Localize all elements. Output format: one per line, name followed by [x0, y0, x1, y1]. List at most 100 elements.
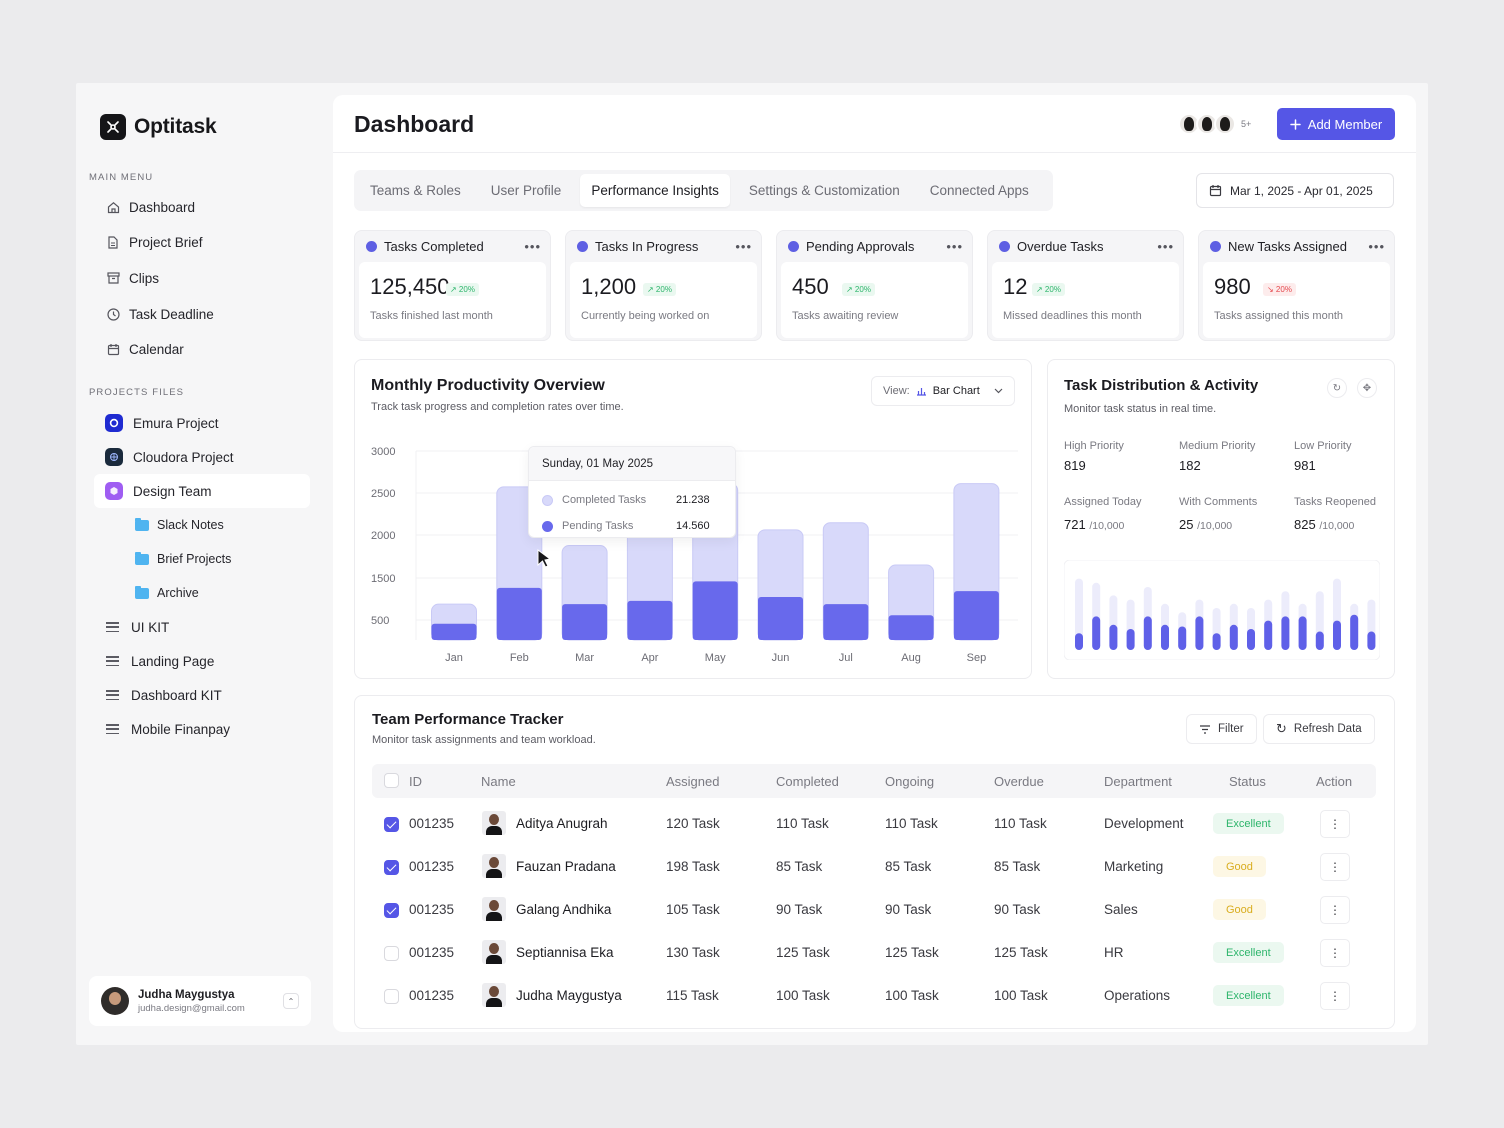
project-emura[interactable]: Emura Project — [94, 406, 310, 440]
cell-assigned: 198 Task — [666, 859, 720, 874]
stat-label: Low Priority — [1294, 440, 1352, 452]
cell-department: HR — [1104, 945, 1124, 960]
move-icon[interactable]: ✥ — [1357, 378, 1377, 398]
menu-item-project-brief[interactable]: Project Brief — [94, 226, 310, 260]
list-mobile-finanpay[interactable]: Mobile Finanpay — [94, 712, 310, 746]
cell-name: Fauzan Pradana — [516, 859, 616, 874]
tab-performance-insights[interactable]: Performance Insights — [580, 174, 730, 207]
cell-name: Judha Maygustya — [516, 988, 622, 1003]
column-header: Completed — [776, 774, 839, 789]
folder-slack-notes[interactable]: Slack Notes — [94, 508, 310, 542]
tracker-panel: Team Performance Tracker Monitor task as… — [354, 695, 1395, 1029]
more-vertical-icon[interactable]: ⋮ — [1320, 853, 1350, 881]
archive-icon — [106, 271, 120, 285]
clock-icon — [106, 307, 120, 321]
activity-bar-fg — [1092, 616, 1101, 650]
team-avatars[interactable]: 5+ — [1178, 113, 1251, 135]
more-icon[interactable]: ••• — [946, 239, 963, 254]
bar-pending — [496, 587, 542, 640]
tab-teams-roles[interactable]: Teams & Roles — [370, 183, 461, 198]
date-range-picker[interactable]: Mar 1, 2025 - Apr 01, 2025 — [1196, 173, 1394, 208]
folder-label: Archive — [157, 586, 199, 600]
kpi-subtitle: Tasks awaiting review — [792, 310, 899, 322]
view-value: Bar Chart — [932, 385, 980, 397]
list-label: Dashboard KIT — [131, 687, 222, 703]
activity-chart — [1064, 560, 1380, 660]
chevron-updown-icon[interactable]: ⌃ — [283, 993, 299, 1009]
chart-tooltip: Sunday, 01 May 2025 Completed Tasks 21.2… — [528, 446, 736, 538]
row-checkbox[interactable] — [384, 903, 399, 918]
bar-pending — [953, 591, 999, 640]
more-icon[interactable]: ••• — [1157, 239, 1174, 254]
sidebar: Optitask MAIN MENU Dashboard Project Bri… — [76, 83, 326, 1045]
project-design-team[interactable]: Design Team — [94, 474, 310, 508]
more-icon[interactable]: ••• — [735, 239, 752, 254]
menu-item-calendar[interactable]: Calendar — [94, 333, 310, 367]
home-icon — [106, 200, 120, 214]
more-vertical-icon[interactable]: ⋮ — [1320, 982, 1350, 1010]
activity-bar-fg — [1161, 624, 1169, 650]
list-label: Mobile Finanpay — [131, 721, 231, 737]
tab-connected-apps[interactable]: Connected Apps — [929, 183, 1029, 198]
kpi-dot — [999, 240, 1010, 252]
stat-value: 25 /10,000 — [1179, 517, 1233, 532]
menu-item-clips[interactable]: Clips — [94, 261, 310, 295]
activity-bar-fg — [1298, 616, 1307, 650]
menu-item-task-deadline[interactable]: Task Deadline — [94, 297, 310, 331]
table-row[interactable]: 001235 Judha Maygustya 115 Task 100 Task 100… — [372, 975, 1376, 1018]
cursor-icon — [537, 549, 552, 568]
filter-button[interactable]: Filter — [1186, 714, 1257, 744]
select-all-checkbox[interactable] — [384, 773, 399, 788]
activity-bar-fg — [1315, 631, 1324, 650]
stat-label: With Comments — [1179, 496, 1258, 508]
list-dashboard-kit[interactable]: Dashboard KIT — [94, 678, 310, 712]
more-vertical-icon[interactable]: ⋮ — [1320, 896, 1350, 924]
view-select[interactable]: View: Bar Chart — [871, 376, 1015, 406]
kpi-dot — [366, 240, 377, 252]
list-ui-kit[interactable]: UI KIT — [94, 610, 310, 644]
user-card[interactable]: Judha Maygustya judha.design@gmail.com ⌃ — [89, 976, 311, 1026]
y-tick-label: 2000 — [371, 530, 395, 542]
activity-bar-fg — [1264, 620, 1273, 650]
more-icon[interactable]: ••• — [524, 239, 541, 254]
row-checkbox[interactable] — [384, 989, 399, 1004]
tab-settings-customization[interactable]: Settings & Customization — [748, 183, 900, 198]
menu-item-dashboard[interactable]: Dashboard — [94, 190, 310, 224]
user-avatar — [101, 987, 129, 1015]
tooltip-label: Completed Tasks — [562, 494, 647, 506]
tab-user-profile[interactable]: User Profile — [490, 183, 562, 198]
refresh-data-button[interactable]: ↻ Refresh Data — [1263, 714, 1375, 744]
folder-archive[interactable]: Archive — [94, 576, 310, 610]
list-landing-page[interactable]: Landing Page — [94, 644, 310, 678]
table-row[interactable]: 001235 Galang Andhika 105 Task 90 Task 90 Ta… — [372, 889, 1376, 932]
main-menu: Dashboard Project Brief Clips Task Deadl… — [94, 190, 310, 368]
row-checkbox[interactable] — [384, 817, 399, 832]
x-tick-label: Jan — [445, 652, 463, 664]
more-vertical-icon[interactable]: ⋮ — [1320, 939, 1350, 967]
table-row[interactable]: 001235 Aditya Anugrah 120 Task 110 Task 110 … — [372, 803, 1376, 846]
more-vertical-icon[interactable]: ⋮ — [1320, 810, 1350, 838]
add-member-button[interactable]: Add Member — [1277, 108, 1395, 140]
cell-completed: 90 Task — [776, 902, 823, 917]
kpi-card: Pending Approvals ••• 450 ↗ 20% Tasks aw… — [776, 230, 973, 341]
cell-ongoing: 100 Task — [885, 988, 939, 1003]
add-member-label: Add Member — [1307, 116, 1383, 132]
app-logo[interactable]: Optitask — [100, 114, 217, 140]
column-header: Status — [1229, 774, 1266, 789]
productivity-subtitle: Track task progress and completion rates… — [371, 401, 624, 413]
table-row[interactable]: 001235 Fauzan Pradana 198 Task 85 Task 85 Ta… — [372, 846, 1376, 889]
tooltip-value: 21.238 — [676, 494, 710, 506]
row-checkbox[interactable] — [384, 946, 399, 961]
folder-brief-projects[interactable]: Brief Projects — [94, 542, 310, 576]
kpi-delta: ↗ 20% — [1032, 283, 1065, 296]
project-cloudora[interactable]: Cloudora Project — [94, 440, 310, 474]
row-checkbox[interactable] — [384, 860, 399, 875]
stat-label: Assigned Today — [1064, 496, 1142, 508]
kpi-value: 450 — [792, 274, 829, 299]
table-row[interactable]: 001235 Septiannisa Eka 130 Task 125 Task 125… — [372, 932, 1376, 975]
x-tick-label: Mar — [575, 652, 594, 664]
refresh-icon[interactable]: ↻ — [1327, 378, 1347, 398]
cell-id: 001235 — [409, 945, 455, 960]
cell-ongoing: 85 Task — [885, 859, 932, 874]
more-icon[interactable]: ••• — [1368, 239, 1385, 254]
